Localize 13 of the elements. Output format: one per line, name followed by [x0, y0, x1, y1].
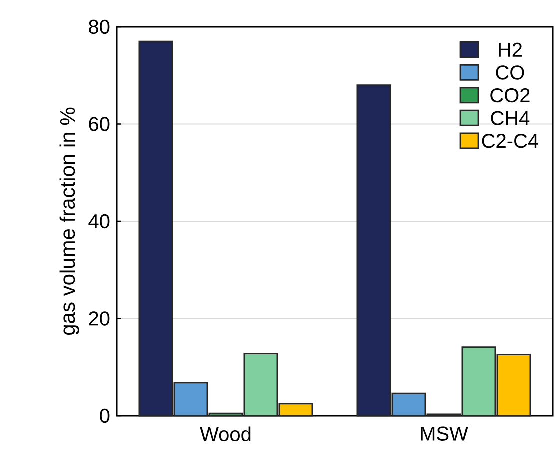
legend-label: C2-C4 — [482, 134, 538, 148]
y-axis-title: gas volume fraction in % — [60, 108, 80, 336]
x-tick-label: MSW — [421, 426, 468, 441]
legend-label: CO2 — [490, 88, 530, 103]
legend-label: H2 — [499, 42, 522, 57]
y-tick-label: 0 — [100, 408, 110, 424]
legend-label: CO — [496, 66, 524, 80]
x-tick-label: Wood — [200, 426, 251, 442]
y-tick-label: 60 — [89, 117, 110, 132]
legend-label: CH4 — [491, 111, 530, 126]
y-tick-label: 80 — [89, 20, 110, 34]
y-tick-label: 40 — [88, 214, 110, 229]
y-tick-label: 20 — [89, 312, 110, 326]
